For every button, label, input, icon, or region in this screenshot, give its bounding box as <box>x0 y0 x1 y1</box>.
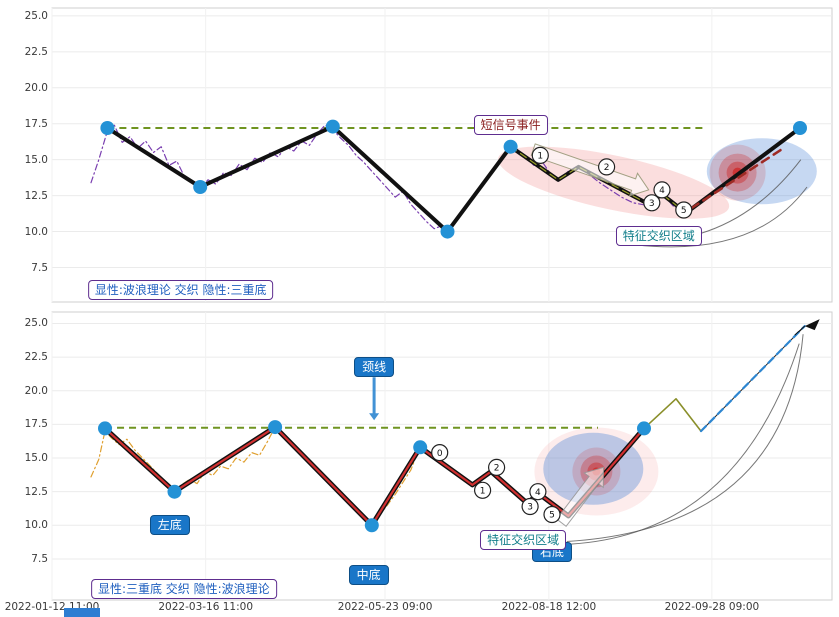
bottom-wave-circle <box>431 444 449 462</box>
bottom-wave-number: 1 <box>480 487 486 497</box>
bottom-pivot-dot <box>98 421 112 436</box>
top-wave-number: 4 <box>659 186 665 196</box>
bottom-pivot-dot <box>413 440 428 455</box>
bottom-wave-circle <box>521 497 539 516</box>
top-panel-border <box>51 7 833 303</box>
top-pivot-dot <box>503 139 518 154</box>
pen-nib-tail <box>794 325 806 336</box>
bottom-wave-circle <box>529 483 547 501</box>
top-pivot-dot <box>440 224 455 239</box>
bottom-annotation-arc <box>566 334 804 542</box>
top-wave-circle <box>643 194 661 212</box>
bottom-series-breakout-olive <box>643 397 702 432</box>
bottom-wave-number: 0 <box>437 449 443 459</box>
bottom-annotation-arc <box>570 343 800 545</box>
top-hollow-arrow <box>530 143 650 197</box>
top-wave-number: 3 <box>649 199 655 209</box>
bottom-pivot-dot <box>268 420 283 435</box>
top-wave-circle <box>531 146 549 164</box>
top-series-wave-zigzag <box>105 124 802 234</box>
bottom-hollow-arrow <box>555 466 605 528</box>
bottom-wave-circle <box>488 458 506 476</box>
bottom-heat-blob <box>543 432 644 505</box>
top-pivot-dot <box>193 180 208 194</box>
top-wave-number: 1 <box>537 152 543 162</box>
top-heat-blob <box>706 138 817 205</box>
top-annotation-arc <box>633 186 808 248</box>
top-series-projection <box>678 148 783 217</box>
bottom-left-corner-button[interactable] <box>64 608 100 617</box>
bottom-wave-number: 3 <box>527 503 533 513</box>
bottom-series-target-dashed-blue <box>699 325 806 433</box>
top-pivot-dot <box>793 121 807 135</box>
top-wave-number: 2 <box>604 163 610 173</box>
top-wave-circle <box>675 201 693 219</box>
top-wave-circle <box>597 158 616 176</box>
top-pivot-dot <box>325 119 340 134</box>
bottom-wave-circle <box>474 481 492 499</box>
bottom-wave-number: 5 <box>549 511 555 521</box>
bottom-pivot-dot <box>364 518 379 533</box>
bottom-pivot-dot <box>167 484 182 499</box>
bottom-wave-number: 2 <box>494 464 500 474</box>
bottom-wave-number: 4 <box>535 488 541 498</box>
top-wave-number: 5 <box>681 206 687 216</box>
bottom-pivot-dot <box>637 421 651 436</box>
top-pivot-dot <box>100 121 115 135</box>
bottom-wave-circle <box>543 505 561 524</box>
top-wave-circle <box>653 181 671 199</box>
pen-nib-marker <box>804 319 820 331</box>
bottom-series-pattern-core <box>103 426 646 527</box>
bottom-neckline-pointer-arrow <box>369 377 380 421</box>
